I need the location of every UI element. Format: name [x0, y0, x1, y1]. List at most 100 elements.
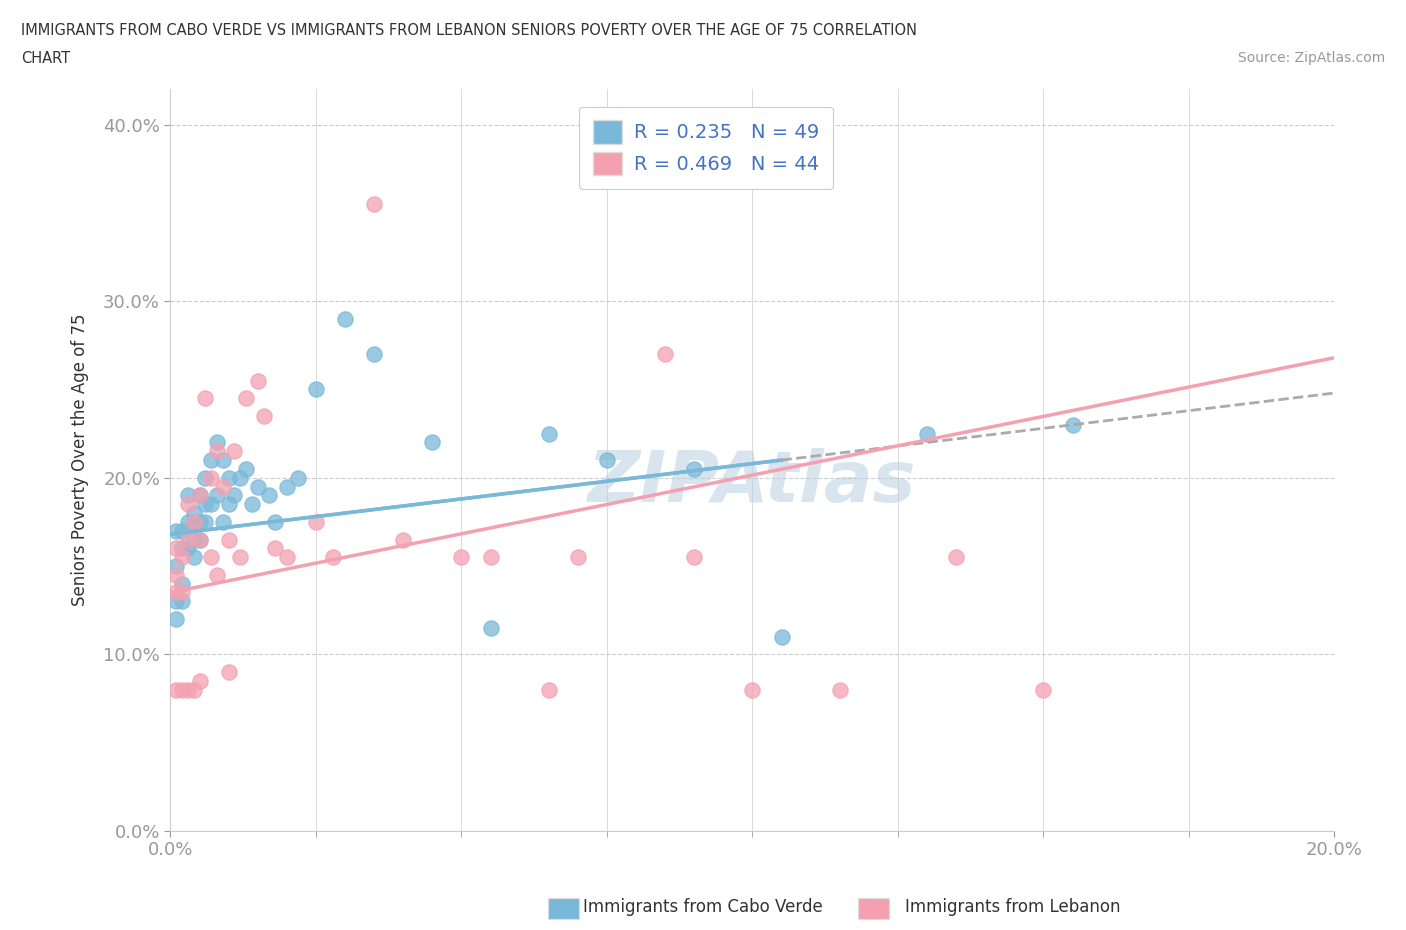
- Point: [246, 479, 269, 494]
- Point: [165, 524, 187, 538]
- Point: [177, 514, 200, 529]
- Point: [165, 585, 187, 600]
- Point: [170, 594, 193, 609]
- Point: [188, 673, 211, 688]
- Point: [165, 682, 187, 697]
- Point: [218, 664, 240, 679]
- Point: [183, 532, 205, 547]
- Point: [177, 532, 200, 547]
- Point: [218, 471, 240, 485]
- Point: [218, 497, 240, 512]
- Point: [183, 514, 205, 529]
- Text: Immigrants from Lebanon: Immigrants from Lebanon: [904, 897, 1121, 916]
- Point: [596, 453, 619, 468]
- Point: [211, 453, 233, 468]
- Point: [177, 682, 200, 697]
- Point: [165, 612, 187, 627]
- Text: CHART: CHART: [21, 51, 70, 66]
- Point: [654, 347, 676, 362]
- Point: [170, 682, 193, 697]
- Point: [165, 541, 187, 556]
- Point: [363, 197, 385, 212]
- Point: [479, 620, 502, 635]
- Point: [177, 488, 200, 503]
- Point: [194, 391, 217, 405]
- Point: [305, 382, 328, 397]
- Point: [305, 514, 328, 529]
- Point: [828, 682, 851, 697]
- Point: [287, 471, 309, 485]
- Point: [479, 550, 502, 565]
- Point: [224, 444, 246, 458]
- Point: [205, 435, 228, 450]
- Text: Immigrants from Cabo Verde: Immigrants from Cabo Verde: [583, 897, 823, 916]
- Point: [165, 559, 187, 574]
- Point: [392, 532, 415, 547]
- Point: [170, 585, 193, 600]
- Point: [165, 567, 187, 582]
- Point: [200, 497, 222, 512]
- Text: Source: ZipAtlas.com: Source: ZipAtlas.com: [1237, 51, 1385, 65]
- Point: [194, 471, 217, 485]
- Point: [264, 541, 287, 556]
- Point: [205, 488, 228, 503]
- Point: [183, 550, 205, 565]
- Point: [188, 488, 211, 503]
- Point: [188, 488, 211, 503]
- Point: [194, 514, 217, 529]
- Text: ZIPAtlas: ZIPAtlas: [588, 448, 917, 517]
- Y-axis label: Seniors Poverty Over the Age of 75: Seniors Poverty Over the Age of 75: [72, 313, 89, 606]
- Point: [165, 594, 187, 609]
- Point: [188, 532, 211, 547]
- Point: [945, 550, 967, 565]
- Point: [211, 514, 233, 529]
- Point: [537, 682, 560, 697]
- Point: [741, 682, 763, 697]
- Point: [188, 514, 211, 529]
- Point: [170, 524, 193, 538]
- Point: [211, 479, 233, 494]
- Point: [264, 514, 287, 529]
- Point: [194, 497, 217, 512]
- Point: [200, 453, 222, 468]
- Point: [1062, 418, 1084, 432]
- Legend: R = 0.235   N = 49, R = 0.469   N = 44: R = 0.235 N = 49, R = 0.469 N = 44: [579, 107, 832, 189]
- Point: [177, 497, 200, 512]
- Point: [224, 488, 246, 503]
- Point: [183, 514, 205, 529]
- Point: [170, 577, 193, 591]
- Point: [1032, 682, 1054, 697]
- Text: IMMIGRANTS FROM CABO VERDE VS IMMIGRANTS FROM LEBANON SENIORS POVERTY OVER THE A: IMMIGRANTS FROM CABO VERDE VS IMMIGRANTS…: [21, 23, 917, 38]
- Point: [770, 630, 793, 644]
- Point: [322, 550, 344, 565]
- Point: [183, 682, 205, 697]
- Point: [240, 497, 263, 512]
- Point: [170, 541, 193, 556]
- Point: [170, 550, 193, 565]
- Point: [537, 426, 560, 441]
- Point: [200, 550, 222, 565]
- Point: [450, 550, 472, 565]
- Point: [205, 567, 228, 582]
- Point: [276, 550, 298, 565]
- Point: [218, 532, 240, 547]
- Point: [183, 506, 205, 521]
- Point: [683, 550, 706, 565]
- Point: [915, 426, 938, 441]
- Point: [205, 444, 228, 458]
- Point: [235, 391, 257, 405]
- Point: [333, 312, 356, 326]
- Point: [567, 550, 589, 565]
- Point: [229, 471, 252, 485]
- Point: [235, 461, 257, 476]
- Point: [420, 435, 443, 450]
- Point: [229, 550, 252, 565]
- Point: [246, 373, 269, 388]
- Point: [683, 461, 706, 476]
- Point: [252, 408, 274, 423]
- Point: [259, 488, 281, 503]
- Point: [200, 471, 222, 485]
- Point: [188, 532, 211, 547]
- Point: [177, 541, 200, 556]
- Point: [276, 479, 298, 494]
